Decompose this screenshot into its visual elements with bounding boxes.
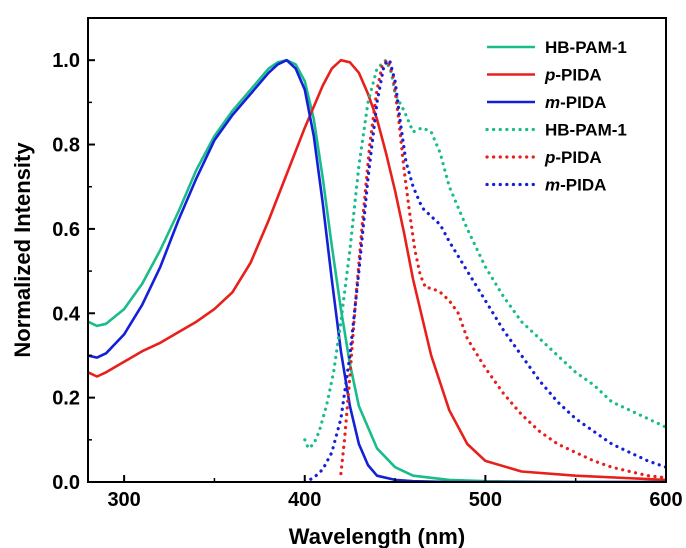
series-line-1 [88,58,666,482]
y-axis-title: Normalized Intensity [10,142,35,358]
legend-label-suffix: -PIDA [560,176,606,195]
y-tick-label: 1.0 [52,50,80,72]
plot-frame [87,17,667,483]
y-tick-label: 0.8 [52,135,80,157]
series-line-5 [339,58,666,480]
y-tick-label: 0.0 [52,472,80,494]
legend-label: HB-PAM-1 [545,38,627,57]
legend-label-prefix: m [545,176,560,195]
series-line-4 [303,58,666,450]
x-tick-label: 600 [649,489,682,511]
x-tick-label: 300 [107,489,140,511]
legend-label: HB-PAM-1 [545,121,627,140]
series-layer [88,58,666,482]
ticks-layer: 300 400 500 600 0.0 0.2 0.4 0.6 0.8 1.0 [52,17,683,511]
legend-label: p-PIDA [544,148,602,167]
legend-label-prefix: p [544,66,555,85]
series-line-6 [303,58,666,482]
series-line-2 [88,58,666,482]
legend-label: m-PIDA [545,176,606,195]
x-tick-label: 500 [469,489,502,511]
legend-label: p-PIDA [544,66,602,85]
y-tick-label: 0.2 [52,388,80,410]
x-axis-title: Wavelength (nm) [289,524,465,548]
legend-label-suffix: HB-PAM-1 [545,38,627,57]
legend-label-suffix: -PIDA [555,148,601,167]
legend-label: m-PIDA [545,93,606,112]
x-tick-label: 400 [288,489,321,511]
y-tick-label: 0.6 [52,219,80,241]
legend-label-suffix: -PIDA [560,93,606,112]
legend-label-prefix: m [545,93,560,112]
legend-label-suffix: HB-PAM-1 [545,121,627,140]
legend-label-prefix: p [544,148,555,167]
legend-label-suffix: -PIDA [555,66,601,85]
series-line-3 [88,58,666,482]
y-tick-label: 0.4 [52,303,81,325]
